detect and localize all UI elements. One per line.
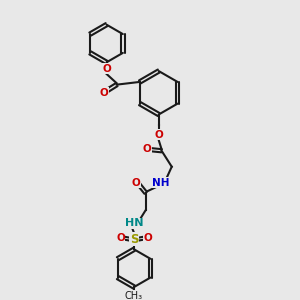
Text: O: O: [102, 64, 111, 74]
Text: O: O: [143, 233, 152, 243]
Text: HN: HN: [125, 218, 143, 228]
Text: NH: NH: [152, 178, 170, 188]
Text: O: O: [143, 144, 152, 154]
Text: O: O: [99, 88, 108, 98]
Text: S: S: [130, 233, 138, 246]
Text: O: O: [132, 178, 140, 188]
Text: CH₃: CH₃: [125, 291, 143, 300]
Text: O: O: [154, 130, 163, 140]
Text: O: O: [116, 233, 125, 243]
